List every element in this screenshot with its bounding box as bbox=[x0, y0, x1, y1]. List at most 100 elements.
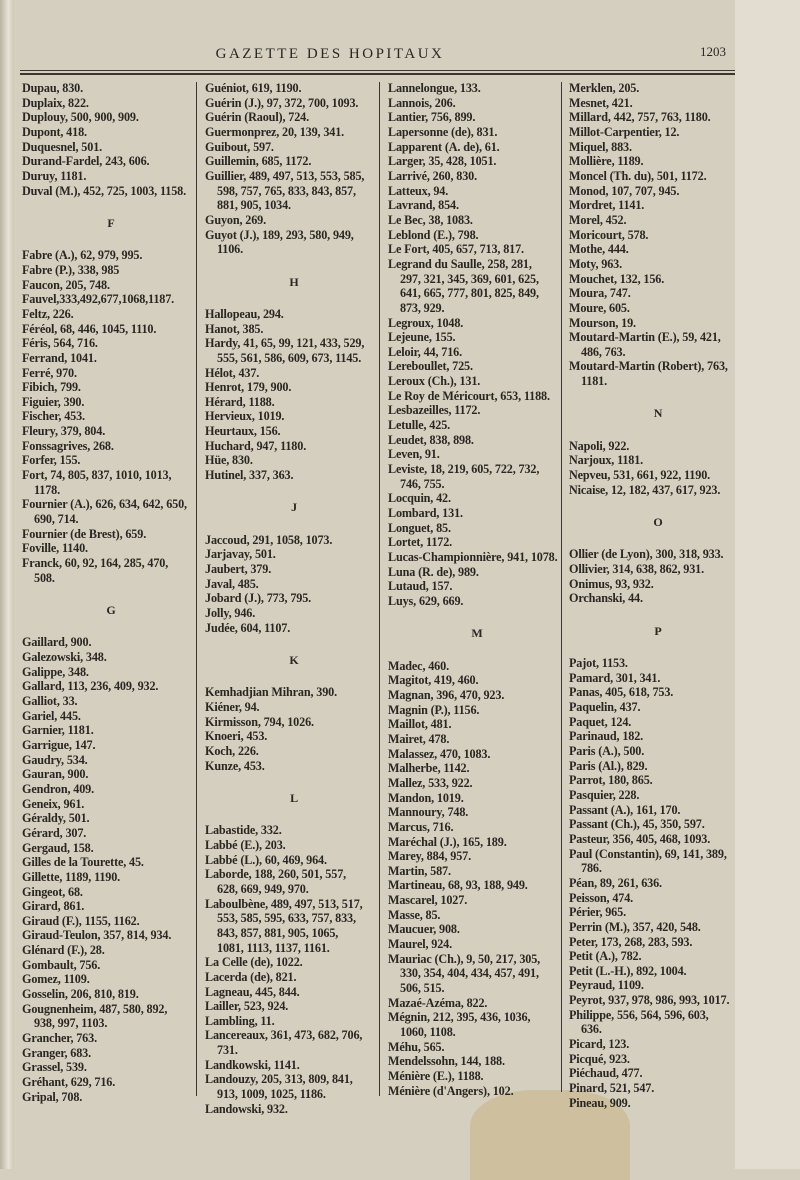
index-entry: Labastide, 332. bbox=[205, 823, 383, 838]
entry-name-pages: Ménière (E.), 1188. bbox=[388, 1069, 484, 1083]
entry-name-pages: Hallopeau, 294. bbox=[205, 306, 284, 321]
entry-name-pages: Fleury, 379, 804. bbox=[22, 424, 106, 439]
index-entry: Lantier, 756, 899. bbox=[388, 110, 566, 125]
entry-name-pages: Glénard (F.), 28. bbox=[22, 943, 105, 958]
index-entry: Lapparent (A. de), 61. bbox=[388, 140, 566, 155]
column-divider bbox=[561, 82, 562, 1092]
index-entry: Mauriac (Ch.), 9, 50, 217, 305, 330, 354,… bbox=[388, 952, 566, 996]
index-entry: Onimus, 93, 932. bbox=[569, 577, 747, 592]
index-entry: Moutard-Martin (Robert), 763, 1181. bbox=[569, 359, 747, 388]
entry-name-pages: Mauriac (Ch.), 9, 50, 217, 305, bbox=[388, 951, 541, 966]
index-entry: Merklen, 205. bbox=[569, 81, 747, 96]
index-entry: Pajot, 1153. bbox=[569, 656, 747, 671]
entry-continuation: 598, 757, 765, 833, 843, 857, bbox=[217, 183, 356, 198]
entry-continuation: 731. bbox=[217, 1043, 238, 1058]
index-entry: Napoli, 922. bbox=[569, 439, 747, 454]
entry-name-pages: Landkowski, 1141. bbox=[205, 1057, 300, 1072]
index-entry: Magitot, 419, 460. bbox=[388, 673, 566, 688]
index-entry: Maucuer, 908. bbox=[388, 922, 566, 937]
index-entry: Luna (R. de), 989. bbox=[388, 565, 566, 580]
entry-name-pages: Guyon, 269. bbox=[205, 212, 266, 227]
entry-name-pages: Pasteur, 356, 405, 468, 1093. bbox=[569, 831, 711, 846]
index-entry: Fibich, 799. bbox=[22, 380, 200, 395]
entry-name-pages: Kunze, 453. bbox=[205, 758, 265, 773]
index-entry: Picqué, 923. bbox=[569, 1052, 747, 1067]
entry-name-pages: Lombard, 131. bbox=[388, 506, 463, 521]
index-entry: Nicaise, 12, 182, 437, 617, 923. bbox=[569, 483, 747, 498]
entry-name-pages: Lannois, 206. bbox=[388, 95, 456, 110]
entry-name-pages: Lutaud, 157. bbox=[388, 579, 453, 594]
index-entry: Mordret, 1141. bbox=[569, 198, 747, 213]
index-entry: Kiéner, 94. bbox=[205, 700, 383, 715]
entry-name-pages: Lantier, 756, 899. bbox=[388, 110, 476, 125]
index-entry: Gillette, 1189, 1190. bbox=[22, 870, 200, 885]
entry-name-pages: Leven, 91. bbox=[388, 447, 440, 462]
index-entry: Maurel, 924. bbox=[388, 937, 566, 952]
index-column-2: Guéniot, 619, 1190. Guérin (J.), 97, 372,… bbox=[205, 81, 383, 1116]
entry-name-pages: Millot-Carpentier, 12. bbox=[569, 124, 680, 139]
index-entry: Fonssagrives, 268. bbox=[22, 439, 200, 454]
header-rule-thick bbox=[20, 73, 735, 75]
entry-name-pages: Nepveu, 531, 661, 922, 1190. bbox=[569, 468, 711, 483]
entry-continuation: 330, 354, 404, 434, 457, 491, bbox=[400, 966, 539, 981]
entry-name-pages: Gripal, 708. bbox=[22, 1089, 83, 1104]
index-entry: Moty, 963. bbox=[569, 257, 747, 272]
index-entry: Hutinel, 337, 363. bbox=[205, 468, 383, 483]
entry-name-pages: Landouzy, 205, 313, 809, 841, bbox=[205, 1072, 353, 1087]
index-entry: Fauvel,333,492,677,1068,1187. bbox=[22, 292, 200, 307]
entry-name-pages: Gendron, 409. bbox=[22, 781, 94, 796]
page-margin bbox=[735, 0, 800, 1169]
index-entry: Marcus, 716. bbox=[388, 820, 566, 835]
index-entry: Ollier (de Lyon), 300, 318, 933. bbox=[569, 547, 747, 562]
index-entry: Guillemin, 685, 1172. bbox=[205, 154, 383, 169]
index-entry: Guéniot, 619, 1190. bbox=[205, 81, 383, 96]
column-divider bbox=[379, 82, 380, 1096]
entry-name-pages: Philippe, 556, 564, 596, 603, bbox=[569, 1007, 709, 1022]
entry-name-pages: Hervieux, 1019. bbox=[205, 409, 285, 424]
index-entry: Galippe, 348. bbox=[22, 665, 200, 680]
entry-continuation: 690, 714. bbox=[34, 512, 79, 527]
index-entry: Paquelin, 437. bbox=[569, 700, 747, 715]
index-entry: Ollivier, 314, 638, 862, 931. bbox=[569, 562, 747, 577]
entry-name-pages: Jaccoud, 291, 1058, 1073. bbox=[205, 532, 333, 547]
entry-name-pages: Mascarel, 1027. bbox=[388, 893, 468, 908]
entry-continuation: 746, 755. bbox=[400, 476, 445, 491]
entry-name-pages: Napoli, 922. bbox=[569, 438, 630, 453]
index-entry: Mairet, 478. bbox=[388, 732, 566, 747]
entry-name-pages: Lortet, 1172. bbox=[388, 535, 453, 550]
entry-name-pages: Moty, 963. bbox=[569, 256, 622, 271]
index-entry: Figuier, 390. bbox=[22, 395, 200, 410]
index-entry: Madec, 460. bbox=[388, 659, 566, 674]
entry-name-pages: Mandon, 1019. bbox=[388, 790, 464, 805]
index-entry: Hélot, 437. bbox=[205, 366, 383, 381]
index-entry: Orchanski, 44. bbox=[569, 591, 747, 606]
index-entry: Petit (A.), 782. bbox=[569, 949, 747, 964]
index-entry: Géraldy, 501. bbox=[22, 811, 200, 826]
index-entry: Méhu, 565. bbox=[388, 1040, 566, 1055]
index-entry: Paris (Al.), 829. bbox=[569, 759, 747, 774]
entry-name-pages: Garnier, 1181. bbox=[22, 723, 94, 738]
entry-name-pages: Garrigue, 147. bbox=[22, 737, 96, 752]
index-entry: Philippe, 556, 564, 596, 603, 636. bbox=[569, 1008, 747, 1037]
index-entry: Leviste, 18, 219, 605, 722, 732, 746, 755… bbox=[388, 462, 566, 491]
index-entry: Grancher, 763. bbox=[22, 1031, 200, 1046]
entry-name-pages: Narjoux, 1181. bbox=[569, 453, 644, 468]
index-entry: Gendron, 409. bbox=[22, 782, 200, 797]
index-entry: Mannoury, 748. bbox=[388, 805, 566, 820]
entry-name-pages: Gillette, 1189, 1190. bbox=[22, 869, 121, 884]
index-entry: Parrot, 180, 865. bbox=[569, 773, 747, 788]
index-entry: Labbé (E.), 203. bbox=[205, 838, 383, 853]
entry-continuation: 506, 515. bbox=[400, 981, 445, 996]
entry-name-pages: Malassez, 470, 1083. bbox=[388, 746, 491, 761]
entry-name-pages: Ollier (de Lyon), 300, 318, 933. bbox=[569, 547, 724, 562]
index-entry: Leblond (E.), 798. bbox=[388, 228, 566, 243]
entry-name-pages: Laborde, 188, 260, 501, 557, bbox=[205, 867, 347, 882]
entry-name-pages: Lagneau, 445, 844. bbox=[205, 984, 300, 999]
index-entry: Kunze, 453. bbox=[205, 759, 383, 774]
index-entry: Lailler, 523, 924. bbox=[205, 999, 383, 1014]
index-entry: Forfer, 155. bbox=[22, 453, 200, 468]
entry-name-pages: Duruy, 1181. bbox=[22, 168, 87, 183]
entry-name-pages: Galezowski, 348. bbox=[22, 650, 107, 664]
entry-name-pages: Fort, 74, 805, 837, 1010, 1013, bbox=[22, 468, 172, 483]
entry-name-pages: Luys, 629, 669. bbox=[388, 593, 464, 608]
